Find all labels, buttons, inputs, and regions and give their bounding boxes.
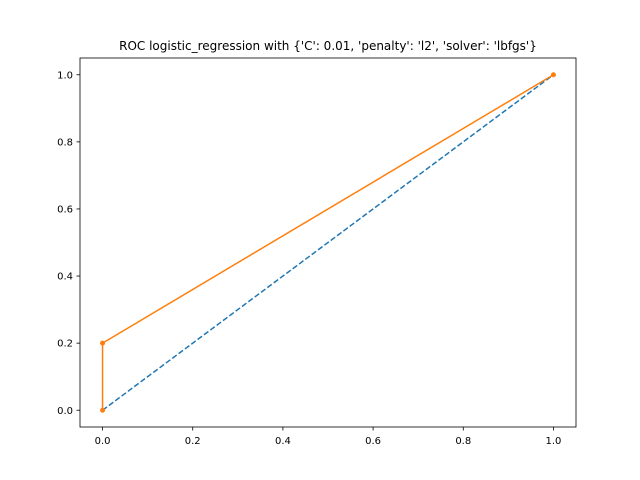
- x-tick-label: 1.0: [546, 436, 562, 447]
- y-tick-label: 0.8: [57, 137, 73, 148]
- y-tick-label: 0.4: [57, 272, 73, 283]
- x-tick-label: 0.8: [455, 436, 471, 447]
- axes-layer: 0.0 0.2 0.4 0.6 0.8 1.0 0.0 0.2 0.4 0.6 0.8 1.0: [57, 57, 577, 447]
- x-tick-label: 0.6: [365, 436, 381, 447]
- x-tick-label: 0.0: [95, 436, 111, 447]
- series-2-point: [550, 72, 556, 78]
- series-layer: [100, 72, 556, 413]
- x-tick-label: 0.2: [185, 436, 201, 447]
- series-2-point: [100, 407, 106, 413]
- chart-title: ROC logistic_regression with {'C': 0.01,…: [119, 39, 537, 53]
- y-tick-label: 0.6: [57, 205, 73, 216]
- y-tick-label: 1.0: [57, 70, 73, 81]
- y-tick-label: 0.0: [57, 406, 73, 417]
- series-1-line: [102, 74, 554, 411]
- y-tick-label: 0.2: [57, 339, 73, 350]
- series-2-point: [100, 340, 106, 346]
- plot-frame: [79, 57, 577, 428]
- x-tick-label: 0.4: [275, 436, 291, 447]
